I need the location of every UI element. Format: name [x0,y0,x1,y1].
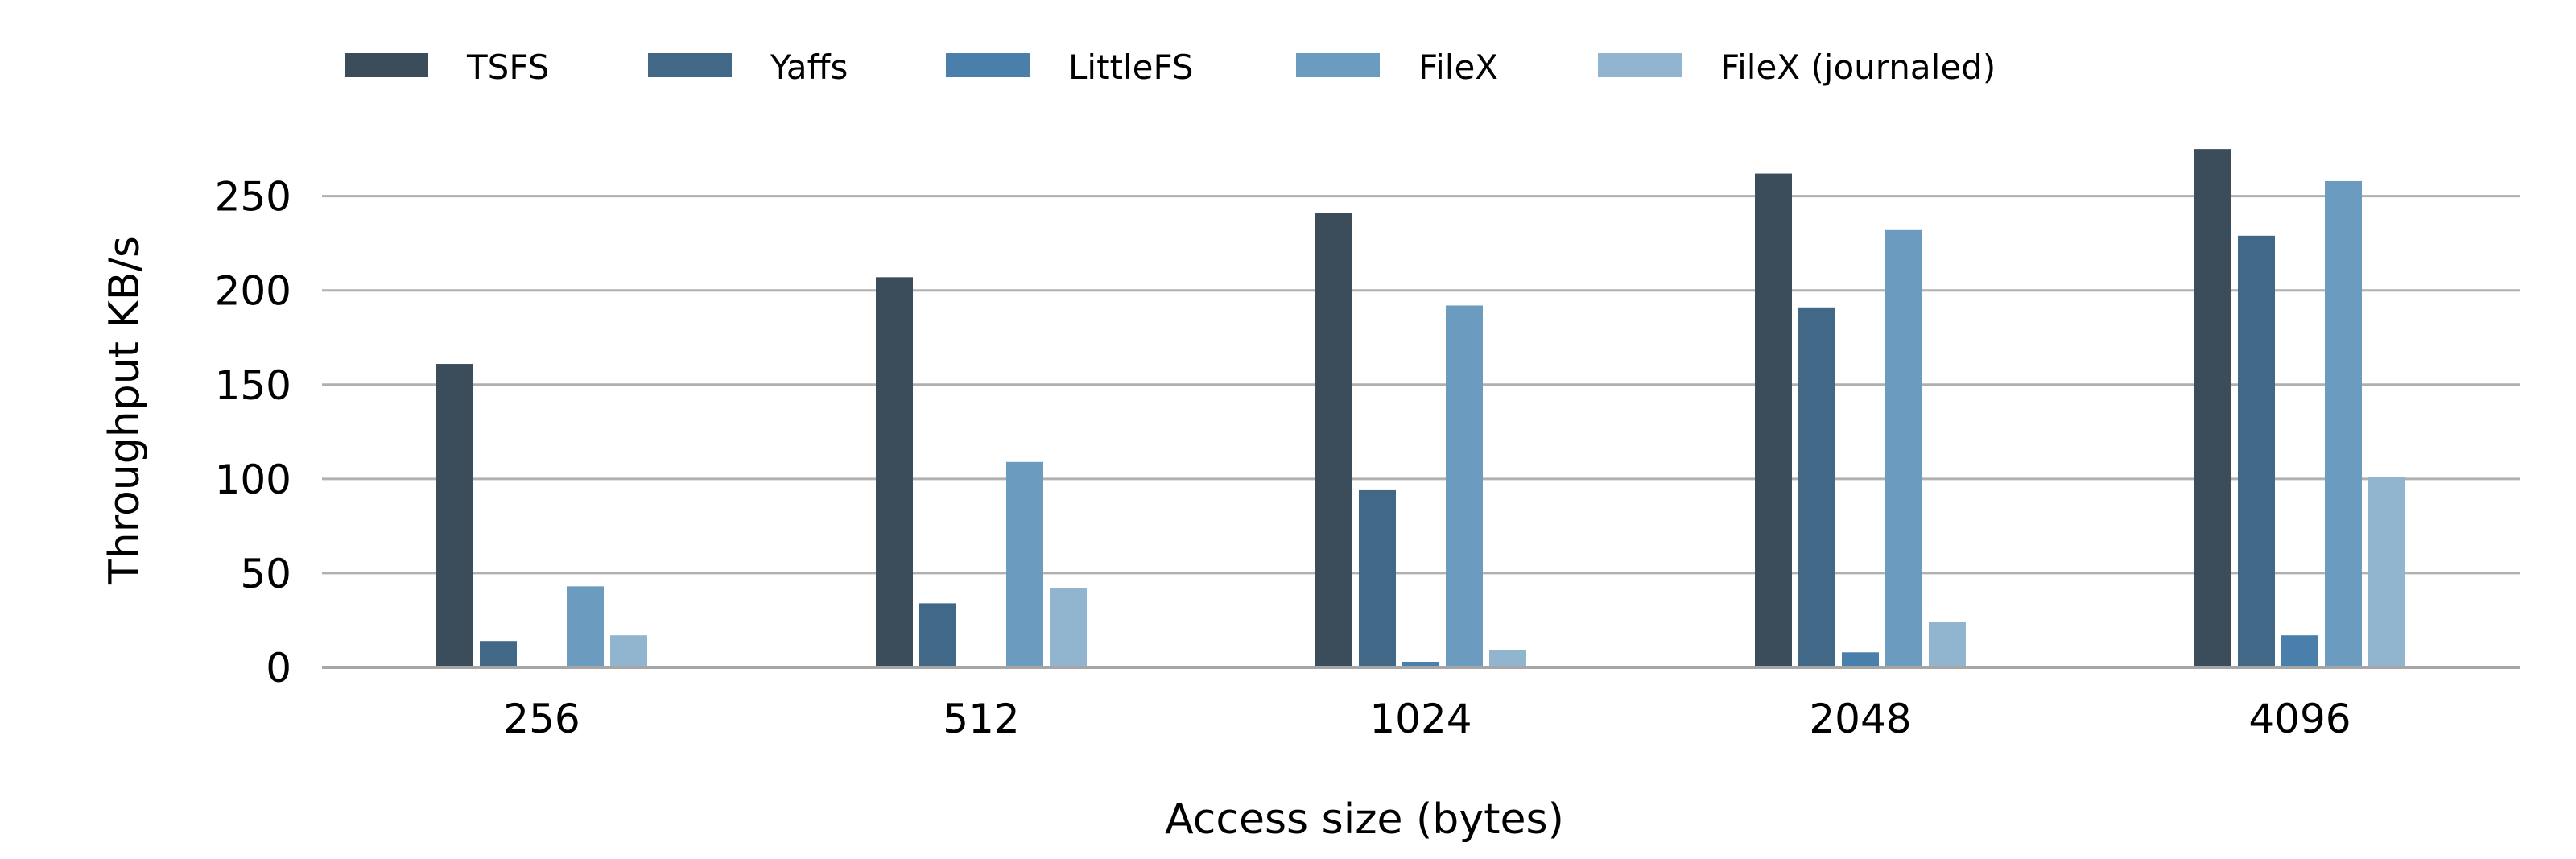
bar [1885,229,1922,667]
legend-label: TSFS [466,47,549,87]
bar [1755,173,1792,668]
bar [567,586,604,667]
bar [2281,635,2318,667]
legend-label: Yaffs [770,47,848,87]
bar [1359,489,1396,667]
y-tick-labels: 0 50 100 150 200 250 [215,174,291,692]
bars [436,149,2405,668]
y-tick-label: 0 [266,645,291,692]
bar [2325,180,2362,667]
y-tick-label: 150 [215,362,291,409]
x-tick-label: 256 [503,696,580,742]
bar [436,364,473,667]
bar [1050,588,1087,667]
x-tick-label: 2048 [1809,696,1911,742]
x-tick-label: 1024 [1369,696,1472,742]
bar [1798,307,1835,667]
legend-label: FileX (journaled) [1720,47,1996,87]
legend-swatch [1598,53,1682,77]
legend-swatch [648,53,732,77]
x-axis-label: Access size (bytes) [1165,795,1564,844]
y-axis-label: Throughput KB/s [101,236,149,585]
bar [2368,477,2405,667]
x-tick-label: 512 [943,696,1019,742]
legend-label: FileX [1418,47,1498,87]
bar [1315,213,1352,667]
legend-swatch [946,53,1030,77]
bar [2238,235,2275,668]
bar [480,641,517,667]
legend: TSFS Yaffs LittleFS FileX FileX (journaled) [345,47,1996,87]
legend-label: LittleFS [1068,47,1194,87]
legend-swatch [1296,53,1380,77]
y-tick-label: 50 [240,551,291,597]
gridlines [322,195,2520,575]
y-tick-label: 250 [215,174,291,221]
y-tick-label: 100 [215,456,291,503]
bar [1402,661,1439,667]
y-tick-label: 200 [215,268,291,315]
bar [2194,149,2231,667]
bar [919,603,956,667]
legend-swatch [345,53,428,77]
x-tick-labels: 256 512 1024 2048 4096 [503,696,2351,742]
bar [1446,305,1483,667]
x-tick-label: 4096 [2248,696,2351,742]
bar [1842,652,1879,667]
bar [1006,461,1043,667]
bar [1929,622,1966,667]
bar [610,635,647,667]
bar [876,277,913,667]
bar [1489,650,1526,667]
